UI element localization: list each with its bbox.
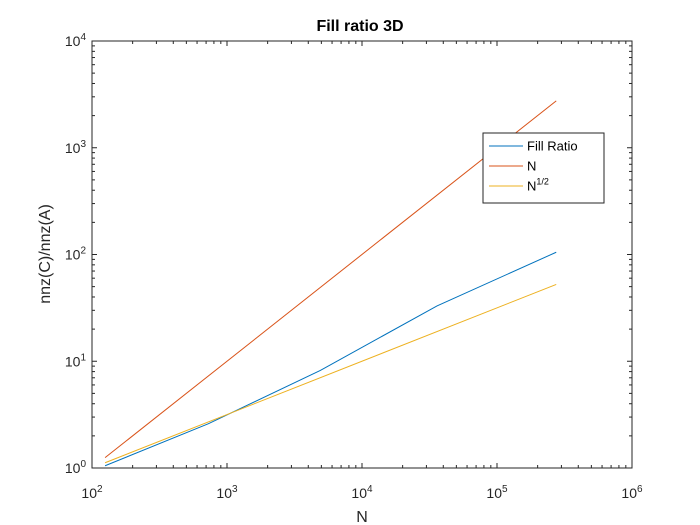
y-tick-label-1: 101 <box>65 352 87 369</box>
x-tick-label-2-base: 10 <box>351 485 367 501</box>
y-tick-label-3: 103 <box>65 139 87 156</box>
legend-label-2: N1/2 <box>527 177 549 194</box>
x-tick-label-1: 103 <box>216 484 238 501</box>
y-tick-label-4-exponent: 4 <box>80 32 86 43</box>
y-tick-label-1-base: 10 <box>65 353 81 369</box>
legend-label-2-name: N <box>527 179 536 194</box>
y-tick-label-2: 102 <box>65 246 87 263</box>
series-line-2 <box>104 283 557 464</box>
y-tick-label-4-base: 10 <box>65 33 81 49</box>
x-tick-label-3-base: 10 <box>486 485 502 501</box>
x-tick-label-4-base: 10 <box>621 485 637 501</box>
x-tick-label-3-exponent: 5 <box>502 484 508 495</box>
x-axis-label: N <box>356 509 368 525</box>
series-line-0 <box>104 251 557 467</box>
y-tick-label-2-base: 10 <box>65 247 81 263</box>
y-tick-label-1-exponent: 1 <box>80 352 86 363</box>
legend-label-0: Fill Ratio <box>527 139 578 154</box>
y-tick-label-4: 104 <box>65 32 87 49</box>
y-tick-label-2-exponent: 2 <box>80 246 86 257</box>
legend-label-1: N <box>527 159 536 174</box>
x-axis: 102 103 104 105 106 <box>81 41 643 501</box>
y-axis-label: nnz(C)/nnz(A) <box>37 204 54 304</box>
series-line-1 <box>104 100 557 459</box>
chart-title: Fill ratio 3D <box>316 18 403 35</box>
x-tick-label-1-base: 10 <box>216 485 232 501</box>
y-tick-label-3-base: 10 <box>65 140 81 156</box>
x-tick-label-0: 102 <box>81 484 103 501</box>
x-tick-label-2-exponent: 4 <box>367 484 373 495</box>
legend-label-1-name: N <box>527 159 536 174</box>
y-tick-label-3-exponent: 3 <box>80 139 86 150</box>
x-tick-label-3: 105 <box>486 484 508 501</box>
x-tick-label-2: 104 <box>351 484 373 501</box>
legend-label-0-name: Fill Ratio <box>527 139 578 154</box>
x-tick-label-0-base: 10 <box>81 485 97 501</box>
x-tick-label-0-exponent: 2 <box>97 484 103 495</box>
x-tick-label-1-exponent: 3 <box>232 484 238 495</box>
y-tick-label-0-exponent: 0 <box>80 459 86 470</box>
x-tick-label-4-exponent: 6 <box>637 484 643 495</box>
legend-label-2-sup: 1/2 <box>536 177 549 187</box>
y-tick-label-0: 100 <box>65 459 87 476</box>
y-tick-label-0-base: 10 <box>65 460 81 476</box>
series-group <box>104 100 557 467</box>
legend-box <box>482 132 605 204</box>
x-tick-label-4: 106 <box>621 484 643 501</box>
